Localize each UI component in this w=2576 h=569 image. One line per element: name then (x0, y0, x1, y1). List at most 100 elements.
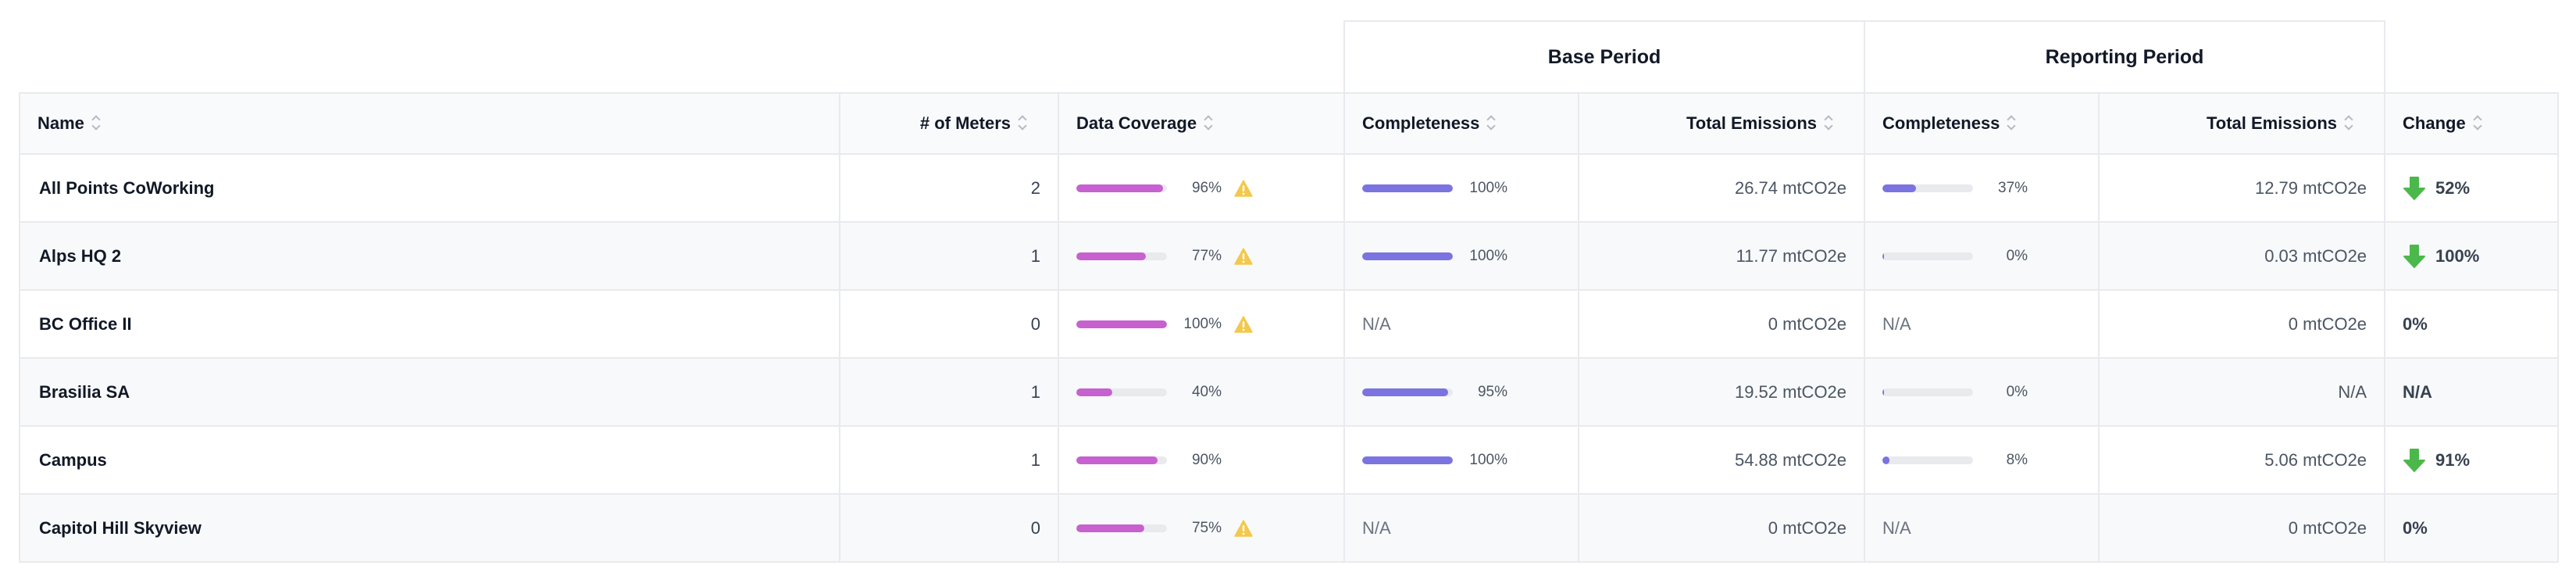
completeness-bar (1882, 252, 1974, 260)
percent-label: 77% (1191, 247, 1222, 264)
cell-change: 0% (2384, 289, 2560, 359)
cell-name[interactable]: Alps HQ 2 (19, 221, 840, 291)
bar-fill (1076, 320, 1167, 328)
cell-meters: 1 (839, 357, 1059, 427)
bar-fill (1882, 388, 1885, 396)
column-header-base-completeness[interactable]: Completeness (1343, 92, 1580, 155)
completeness-bar (1882, 184, 1974, 192)
column-header-name[interactable]: Name (19, 92, 840, 155)
cell-meters: 0 (839, 289, 1059, 359)
cell-change: 52% (2384, 153, 2560, 223)
column-header-data-coverage[interactable]: Data Coverage (1057, 92, 1346, 155)
table-row[interactable]: Alps HQ 2 1 77% 100% 11.77 mtCO2e 0% 0.03 mtCO… (19, 221, 2560, 291)
coverage-bar (1076, 456, 1167, 464)
completeness-bar (1362, 456, 1454, 464)
sort-icon[interactable] (1204, 116, 1214, 130)
column-header-reporting-completeness[interactable]: Completeness (1864, 92, 2100, 155)
sort-icon[interactable] (1825, 116, 1834, 130)
cell-reporting-total-emissions: 0 mtCO2e (2098, 493, 2386, 563)
completeness-bar (1882, 456, 1974, 464)
warning-icon (1234, 519, 1253, 537)
group-header-spacer-end (2384, 21, 2559, 94)
cell-base-completeness: 100% (1343, 425, 1580, 495)
table-row[interactable]: Brasilia SA 1 40% 95% 19.52 mtCO2e 0% N/A N/A (19, 357, 2560, 427)
group-header-base-period: Base Period (1343, 20, 1866, 94)
warning-icon (1234, 315, 1253, 333)
cell-reporting-completeness: 0% (1864, 357, 2100, 427)
bar-fill (1882, 184, 1916, 192)
cell-base-completeness: 100% (1343, 153, 1580, 223)
sort-icon[interactable] (2007, 116, 2017, 130)
table-row[interactable]: Capitol Hill Skyview 0 75% N/A 0 mtCO2e N/A 0 … (19, 493, 2560, 563)
sort-icon[interactable] (2345, 116, 2354, 130)
cell-name[interactable]: Brasilia SA (19, 357, 840, 427)
bar-fill (1362, 388, 1449, 396)
cell-name[interactable]: Campus (19, 425, 840, 495)
column-header-reporting-total-emissions[interactable]: Total Emissions (2098, 92, 2386, 155)
column-header-change[interactable]: Change (2384, 92, 2560, 155)
bar-fill (1076, 252, 1147, 260)
completeness-bar (1882, 388, 1974, 396)
percent-label: 100% (1469, 179, 1508, 196)
cell-meters: 1 (839, 221, 1059, 291)
table-row[interactable]: BC Office II 0 100% N/A 0 mtCO2e N/A 0 mtCO2e 0… (19, 289, 2560, 359)
table-row[interactable]: All Points CoWorking 2 96% 100% 26.74 mtCO2e… (19, 153, 2560, 223)
cell-base-completeness: N/A (1343, 289, 1580, 359)
group-header-row: Base Period Reporting Period (20, 20, 2559, 94)
cell-base-total-emissions: 0 mtCO2e (1578, 493, 1866, 563)
completeness-bar (1362, 252, 1454, 260)
coverage-bar (1076, 320, 1167, 328)
cell-data-coverage: 40% (1057, 357, 1346, 427)
cell-reporting-total-emissions: 0 mtCO2e (2098, 289, 2386, 359)
table-body: All Points CoWorking 2 96% 100% 26.74 mtCO2e… (19, 153, 2560, 563)
coverage-bar (1076, 524, 1167, 532)
change-value: 52% (2435, 177, 2471, 198)
warning-icon (1234, 179, 1253, 197)
table-row[interactable]: Campus 1 90% 100% 54.88 mtCO2e 8% 5.06 mtCO2e 9… (19, 425, 2560, 495)
cell-reporting-total-emissions: N/A (2098, 357, 2386, 427)
cell-reporting-completeness: 37% (1864, 153, 2100, 223)
percent-label: 100% (1183, 315, 1222, 332)
cell-reporting-completeness: 8% (1864, 425, 2100, 495)
sort-icon[interactable] (1487, 116, 1497, 130)
cell-base-completeness: 95% (1343, 357, 1580, 427)
arrow-down-icon (2403, 244, 2426, 268)
cell-data-coverage: 100% (1057, 289, 1346, 359)
cell-reporting-completeness: N/A (1864, 493, 2100, 563)
cell-data-coverage: 96% (1057, 153, 1346, 223)
group-header-reporting-period: Reporting Period (1864, 20, 2386, 94)
completeness-bar (1362, 184, 1454, 192)
cell-change: 0% (2384, 493, 2560, 563)
cell-data-coverage: 90% (1057, 425, 1346, 495)
percent-label: 0% (2006, 247, 2028, 264)
column-header-meters[interactable]: # of Meters (839, 92, 1059, 155)
column-header-base-total-emissions[interactable]: Total Emissions (1578, 92, 1866, 155)
coverage-bar (1076, 388, 1167, 396)
cell-name[interactable]: BC Office II (19, 289, 840, 359)
emissions-table-container: Base Period Reporting Period Name # of M… (19, 20, 2560, 563)
sort-icon[interactable] (2474, 116, 2483, 130)
arrow-down-icon (2403, 448, 2426, 472)
cell-meters: 0 (839, 493, 1059, 563)
cell-base-completeness: N/A (1343, 493, 1580, 563)
cell-reporting-completeness: N/A (1864, 289, 2100, 359)
percent-label: 0% (2006, 383, 2028, 400)
percent-label: 37% (1998, 179, 2028, 196)
percent-label: 100% (1469, 451, 1508, 468)
sort-icon[interactable] (1019, 116, 1028, 130)
cell-change: 91% (2384, 425, 2560, 495)
bar-fill (1076, 184, 1164, 192)
cell-name[interactable]: All Points CoWorking (19, 153, 840, 223)
group-header-spacer (20, 21, 1345, 94)
arrow-down-icon (2403, 176, 2426, 200)
sort-icon[interactable] (92, 116, 102, 130)
cell-base-total-emissions: 0 mtCO2e (1578, 289, 1866, 359)
change-value: 0% (2403, 313, 2428, 334)
column-header-row: Name # of Meters Data Coverage Completen… (19, 92, 2560, 155)
cell-data-coverage: 75% (1057, 493, 1346, 563)
change-value: 91% (2435, 449, 2471, 470)
cell-name[interactable]: Capitol Hill Skyview (19, 493, 840, 563)
bar-fill (1076, 456, 1158, 464)
cell-reporting-total-emissions: 0.03 mtCO2e (2098, 221, 2386, 291)
cell-reporting-total-emissions: 5.06 mtCO2e (2098, 425, 2386, 495)
